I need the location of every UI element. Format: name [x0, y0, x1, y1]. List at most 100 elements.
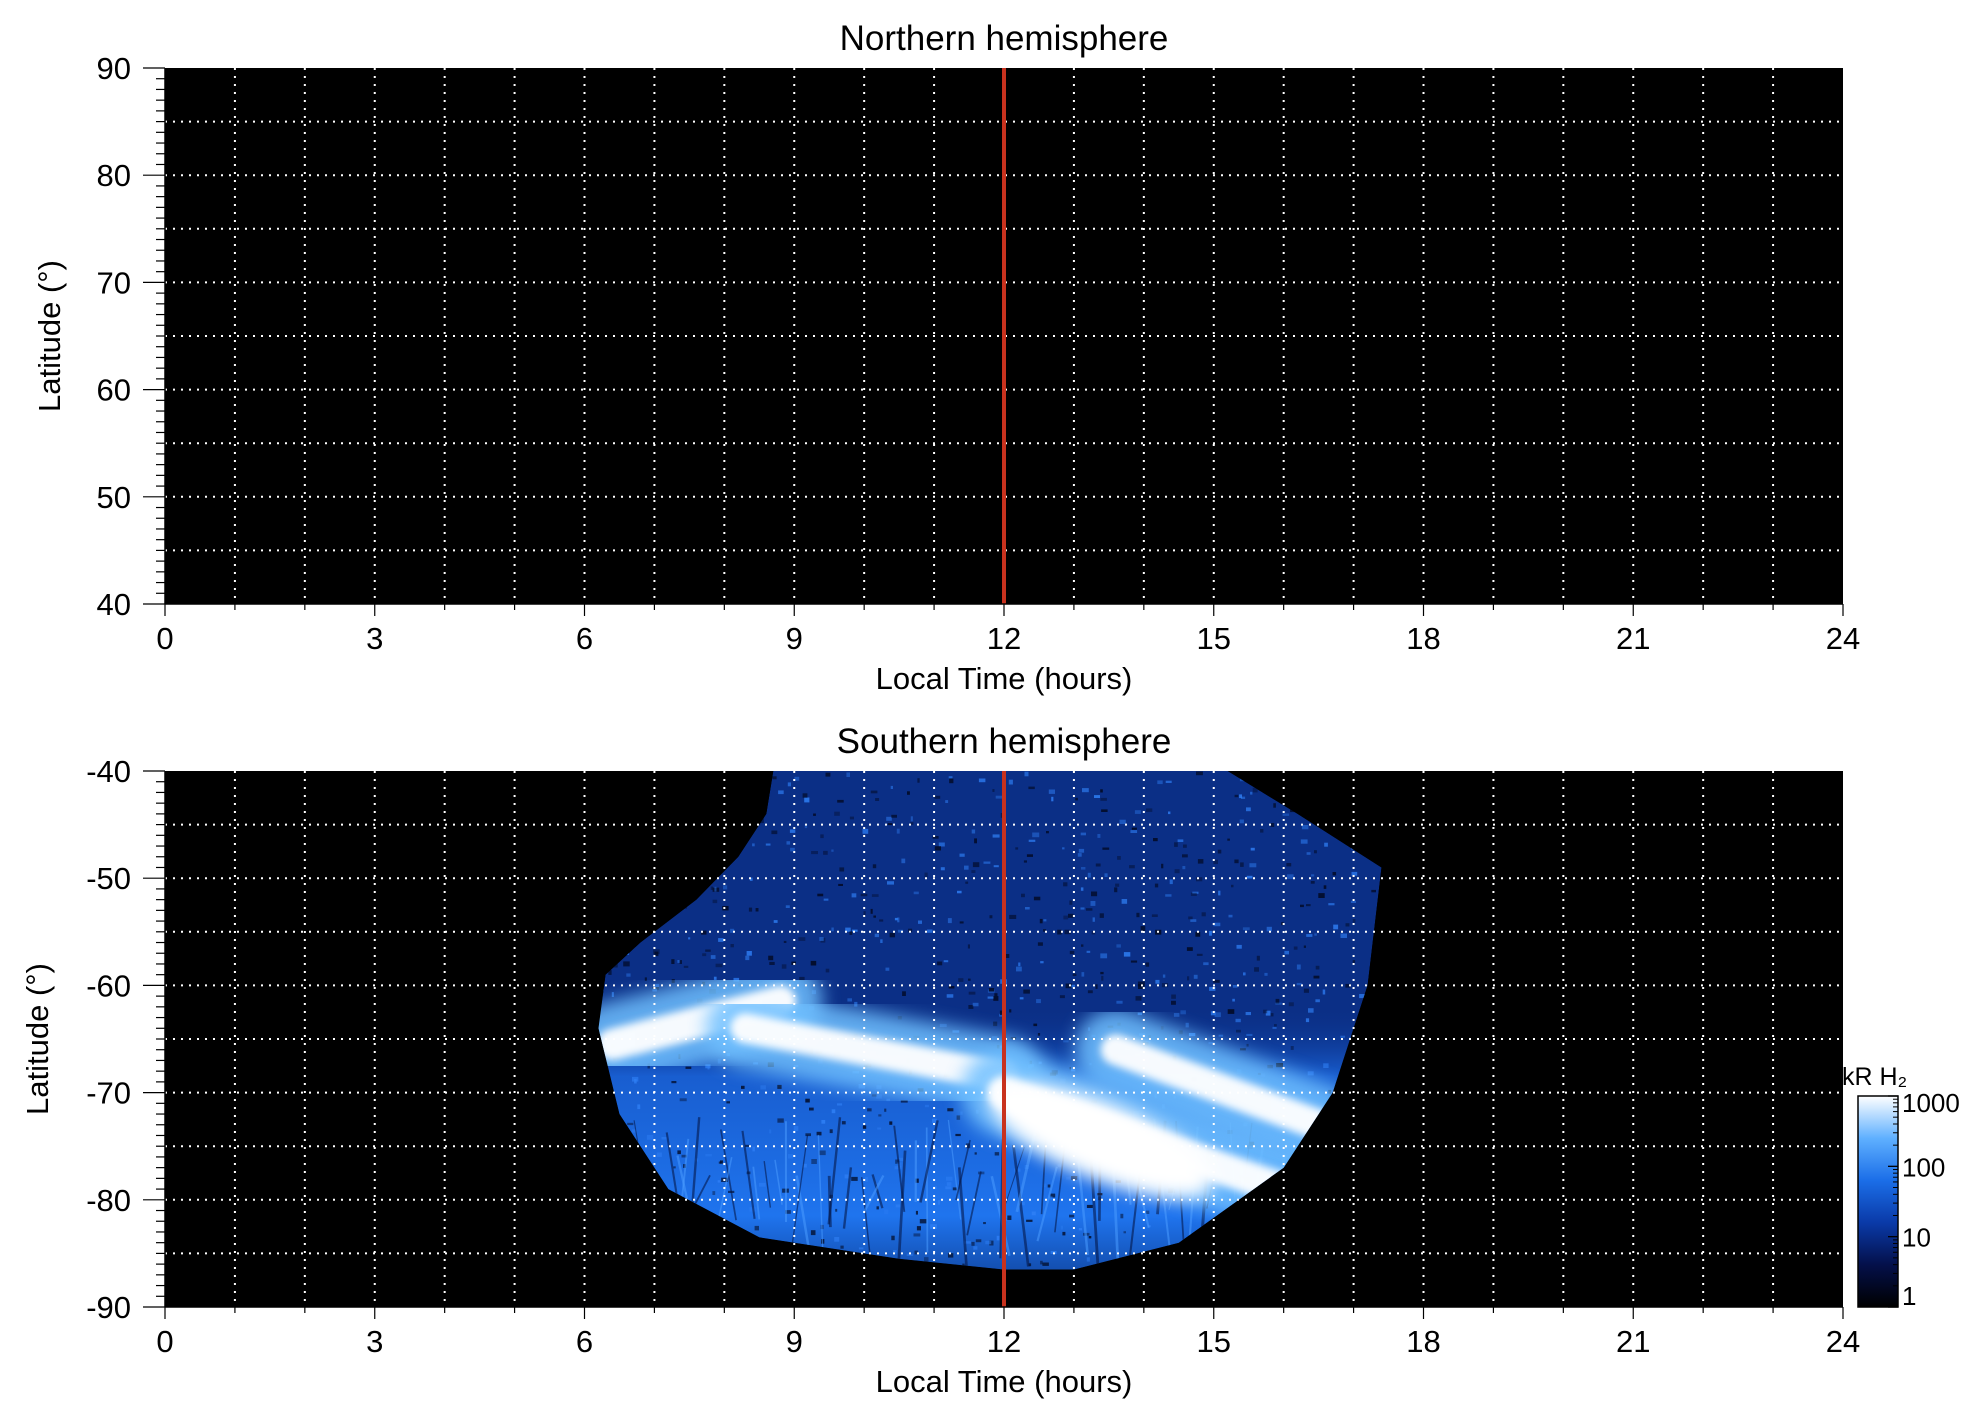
noise-speck	[1131, 961, 1137, 963]
noise-speck	[1240, 820, 1244, 824]
y-tick-label: -40	[86, 754, 131, 789]
x-tick-label: 21	[1616, 1324, 1650, 1359]
noise-speck	[1032, 833, 1039, 838]
x-tick-label: 24	[1826, 1324, 1860, 1359]
noise-speck	[831, 850, 833, 852]
noise-speck	[1081, 887, 1084, 890]
noise-speck	[1202, 912, 1206, 916]
noise-speck	[774, 920, 778, 923]
colorbar-tick-label: 1	[1902, 1281, 1916, 1311]
noise-speck	[984, 862, 991, 864]
noise-speck	[1182, 854, 1188, 857]
noise-speck	[680, 1098, 687, 1101]
noise-speck	[786, 905, 790, 908]
noise-speck	[1236, 1019, 1241, 1022]
noise-speck	[677, 960, 679, 963]
noise-speck	[813, 814, 816, 816]
x-tick-label: 15	[1197, 1324, 1231, 1359]
x-tick-label: 12	[987, 1324, 1021, 1359]
noise-speck	[1297, 983, 1302, 985]
noise-speck	[974, 838, 977, 843]
noise-speck	[626, 973, 630, 976]
noise-speck	[880, 939, 882, 943]
noise-speck	[1087, 1205, 1093, 1208]
noise-speck	[1163, 975, 1165, 978]
noise-speck	[1020, 997, 1024, 999]
noise-speck	[777, 1118, 783, 1122]
noise-speck	[1100, 798, 1107, 801]
noise-speck	[1166, 781, 1172, 783]
noise-speck	[1246, 807, 1251, 811]
noise-speck	[1260, 829, 1263, 833]
noise-speck	[854, 1002, 857, 1007]
noise-speck	[837, 800, 844, 803]
noise-speck	[850, 817, 854, 820]
noise-speck	[1021, 894, 1025, 898]
noise-speck	[916, 1211, 918, 1215]
noise-speck	[1273, 1027, 1277, 1029]
noise-speck	[684, 966, 689, 968]
noise-speck	[702, 953, 706, 956]
noise-speck	[884, 1210, 888, 1215]
noise-speck	[976, 1239, 982, 1242]
noise-speck	[917, 778, 919, 783]
noise-speck	[1203, 962, 1208, 965]
noise-speck	[673, 1166, 675, 1168]
noise-speck	[1009, 915, 1016, 919]
noise-speck	[886, 968, 890, 971]
noise-speck	[1155, 884, 1158, 888]
noise-speck	[1231, 885, 1234, 888]
x-tick-label: 3	[366, 621, 383, 656]
noise-speck	[1018, 963, 1020, 967]
noise-speck	[925, 1105, 929, 1107]
noise-speck	[1246, 1034, 1252, 1036]
noise-speck	[1300, 905, 1304, 907]
noise-speck	[821, 1120, 825, 1124]
noise-speck	[901, 859, 905, 864]
noise-speck	[837, 1103, 842, 1105]
noise-speck	[1341, 934, 1348, 939]
noise-speck	[1306, 934, 1312, 937]
noise-speck	[1182, 866, 1185, 869]
noise-speck	[1333, 872, 1337, 875]
noise-speck	[1066, 1177, 1070, 1180]
noise-speck	[1340, 1036, 1345, 1038]
noise-speck	[901, 1100, 908, 1102]
noise-speck	[1091, 901, 1096, 906]
noise-speck	[752, 843, 755, 846]
noise-speck	[1323, 1063, 1328, 1068]
noise-speck	[711, 955, 716, 959]
noise-speck	[1274, 1024, 1277, 1027]
colorbar-label: kR H₂	[1842, 1063, 1907, 1091]
noise-speck	[1161, 864, 1163, 869]
noise-speck	[1096, 984, 1098, 989]
noise-speck	[784, 941, 787, 943]
noise-speck	[820, 834, 823, 838]
noise-speck	[1237, 945, 1242, 949]
noise-speck	[1371, 890, 1376, 892]
noise-speck	[983, 1222, 986, 1224]
noise-speck	[965, 882, 968, 884]
noise-speck	[1165, 894, 1171, 897]
noise-speck	[1051, 797, 1053, 802]
noise-speck	[1178, 839, 1184, 842]
noise-speck	[968, 1005, 973, 1009]
noise-speck	[1324, 843, 1328, 847]
noise-speck	[637, 1104, 640, 1109]
noise-speck	[647, 1135, 653, 1140]
noise-speck	[705, 950, 711, 952]
noise-speck	[1058, 1164, 1062, 1167]
x-tick-label: 3	[366, 1324, 383, 1359]
noise-speck	[817, 894, 823, 897]
noise-speck	[1186, 1023, 1189, 1028]
y-tick-label: -60	[86, 968, 131, 1003]
noise-speck	[1122, 899, 1128, 904]
noise-speck	[1257, 956, 1260, 961]
noise-speck	[975, 1152, 977, 1154]
y-tick-label: 60	[97, 373, 131, 408]
noise-speck	[1219, 1035, 1224, 1037]
noise-speck	[1043, 919, 1046, 921]
noise-speck	[1155, 980, 1159, 984]
noise-speck	[1328, 903, 1334, 905]
